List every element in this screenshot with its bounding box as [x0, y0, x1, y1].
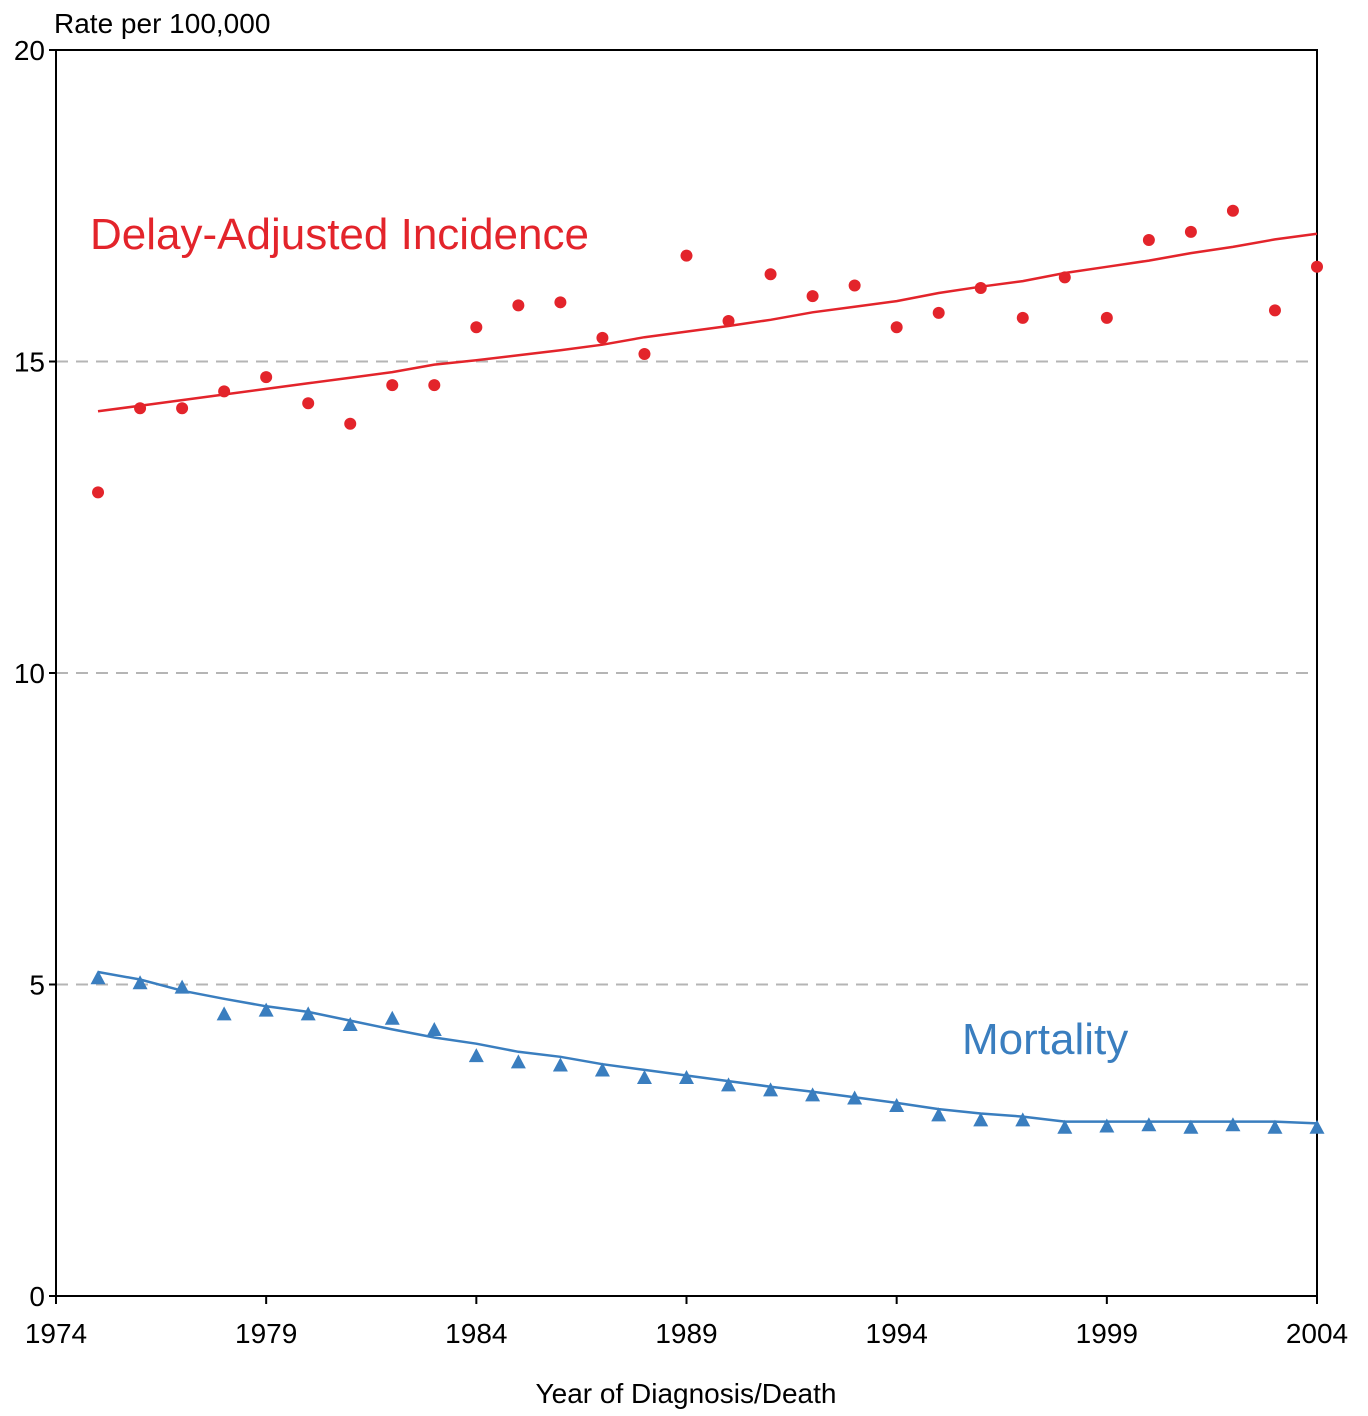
incidence-point [890, 321, 903, 334]
mortality-point [1015, 1112, 1031, 1127]
mortality-point [258, 1002, 274, 1017]
incidence-point [1058, 271, 1071, 284]
mortality-point [174, 979, 190, 994]
mortality-point [679, 1069, 694, 1084]
y-tick-label: 5 [29, 970, 45, 1001]
series-layer [90, 204, 1325, 1134]
mortality-point [300, 1006, 316, 1021]
mortality-point [426, 1021, 442, 1036]
mortality-point [889, 1097, 905, 1112]
mortality-point [468, 1048, 484, 1063]
mortality-point [594, 1062, 610, 1077]
axis-ticks: 0 5 10 15 20 1974 1979 1984 1989 1994 1999 2004 [14, 35, 1348, 1349]
y-tick-label: 15 [14, 347, 45, 378]
mortality-point [90, 970, 106, 985]
incidence-point [680, 249, 693, 262]
mortality-point [1099, 1118, 1115, 1133]
incidence-point [596, 331, 609, 344]
incidence-point [932, 306, 945, 319]
mortality-point [805, 1087, 821, 1102]
incidence-point [1142, 234, 1155, 247]
mortality-point [342, 1016, 358, 1031]
gridlines [56, 360, 1317, 986]
incidence-point [92, 486, 105, 499]
mortality-point [552, 1057, 568, 1072]
incidence-point [764, 268, 777, 281]
x-tick-label: 1984 [445, 1318, 507, 1349]
y-tick-label: 10 [14, 658, 45, 689]
incidence-point [1268, 304, 1281, 317]
incidence-point [638, 348, 651, 361]
mortality-point [216, 1006, 232, 1021]
x-tick-label: 2004 [1286, 1318, 1348, 1349]
y-tick-label: 0 [29, 1281, 45, 1312]
mortality-point [1225, 1117, 1241, 1132]
incidence-point [1184, 225, 1197, 238]
incidence-point [428, 379, 441, 392]
incidence-point [1016, 311, 1029, 324]
incidence-point [512, 299, 525, 312]
mortality-point [1267, 1119, 1283, 1134]
x-tick-label: 1989 [655, 1318, 717, 1349]
mortality-point [1183, 1119, 1199, 1134]
incidence-point [386, 379, 399, 392]
incidence-point [218, 385, 231, 398]
mortality-trend-line [97, 970, 1318, 1125]
incidence-point [806, 290, 819, 303]
incidence-point [302, 397, 315, 410]
incidence-point [470, 321, 483, 334]
y-axis-title: Rate per 100,000 [54, 8, 270, 39]
mortality-point [763, 1082, 779, 1097]
incidence-point [1226, 204, 1239, 217]
series-label-mortality: Mortality [962, 1015, 1128, 1064]
incidence-trend-line [97, 232, 1318, 413]
incidence-point [848, 279, 861, 292]
mortality-point [132, 975, 148, 990]
x-tick-label: 1974 [25, 1318, 87, 1349]
mortality-point [1141, 1117, 1157, 1132]
mortality-point [384, 1010, 400, 1025]
x-tick-label: 1979 [235, 1318, 297, 1349]
mortality-point [510, 1054, 526, 1069]
x-axis-title: Year of Diagnosis/Death [536, 1378, 837, 1409]
mortality-point [1057, 1119, 1073, 1134]
incidence-point [344, 417, 357, 430]
incidence-point [134, 402, 147, 415]
incidence-point [1100, 311, 1113, 324]
incidence-point [260, 371, 273, 384]
incidence-point [722, 315, 735, 328]
mortality-point [931, 1107, 947, 1122]
mortality-point [636, 1069, 652, 1084]
incidence-point [554, 296, 567, 309]
x-tick-label: 1999 [1076, 1318, 1138, 1349]
mortality-point [1309, 1119, 1325, 1134]
series-label-incidence: Delay-Adjusted Incidence [90, 210, 589, 259]
y-tick-label: 20 [14, 35, 45, 66]
incidence-point [1311, 260, 1323, 273]
mortality-point [847, 1090, 863, 1105]
x-tick-label: 1994 [866, 1318, 928, 1349]
incidence-point [176, 402, 189, 415]
mortality-point [973, 1112, 989, 1127]
mortality-point [721, 1077, 737, 1092]
incidence-point [974, 281, 987, 294]
